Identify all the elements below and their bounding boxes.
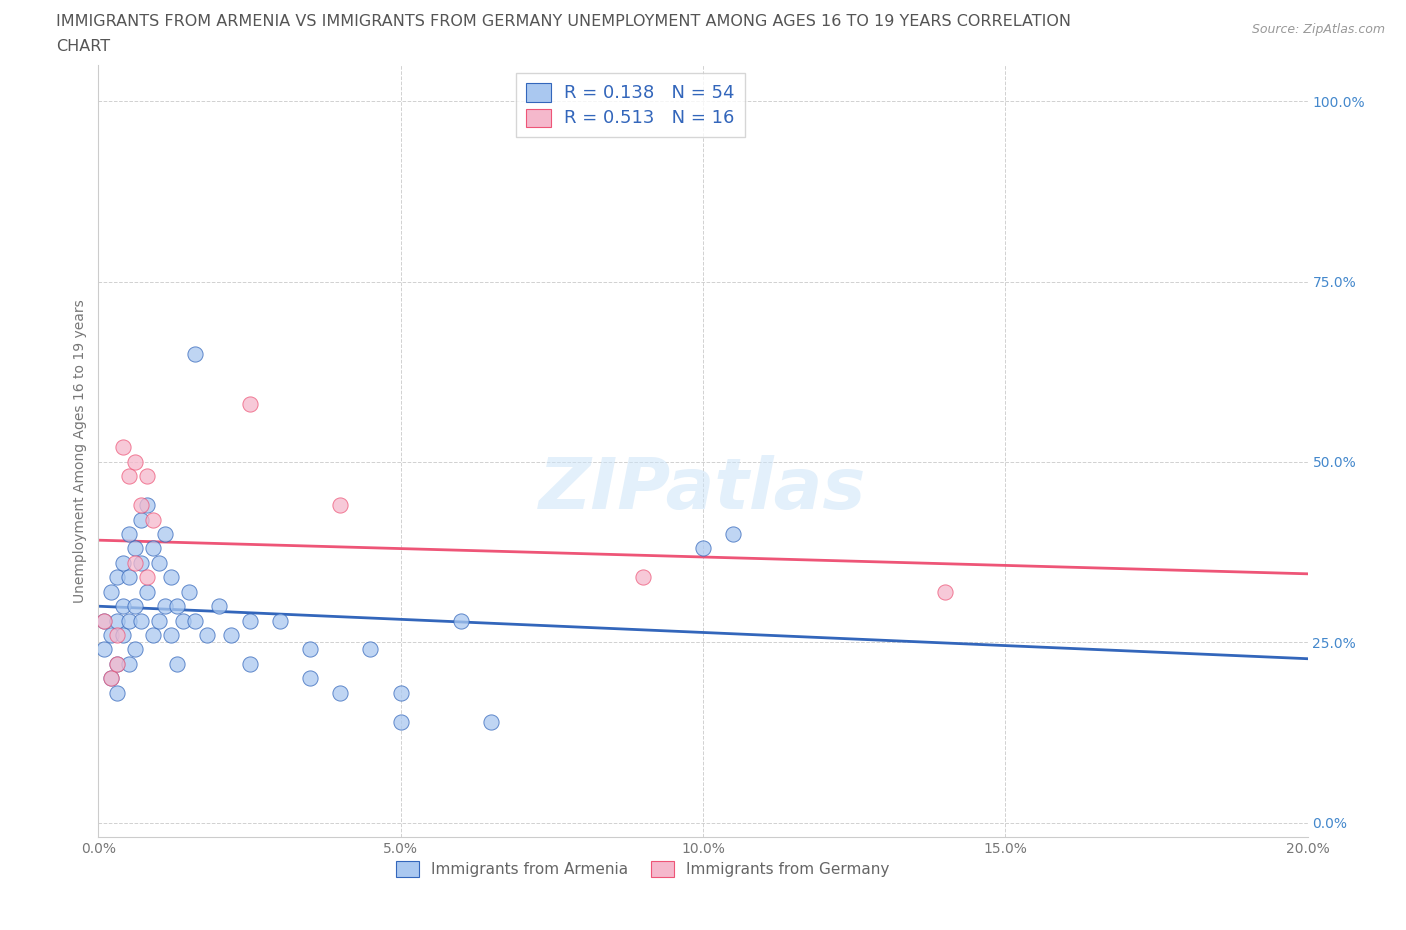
Point xyxy=(631,570,654,585)
Point xyxy=(129,512,152,527)
Point xyxy=(100,671,122,685)
Point xyxy=(105,570,128,585)
Point xyxy=(221,628,243,643)
Point xyxy=(142,512,165,527)
Point xyxy=(118,613,141,628)
Point xyxy=(100,671,122,685)
Point xyxy=(105,613,128,628)
Point xyxy=(100,584,122,599)
Point xyxy=(111,599,134,614)
Point xyxy=(100,628,122,643)
Point xyxy=(93,642,115,657)
Point xyxy=(93,613,115,628)
Point xyxy=(184,613,207,628)
Point xyxy=(124,642,146,657)
Text: Source: ZipAtlas.com: Source: ZipAtlas.com xyxy=(1251,23,1385,36)
Point xyxy=(124,455,146,470)
Text: IMMIGRANTS FROM ARMENIA VS IMMIGRANTS FROM GERMANY UNEMPLOYMENT AMONG AGES 16 TO: IMMIGRANTS FROM ARMENIA VS IMMIGRANTS FR… xyxy=(56,14,1071,29)
Point xyxy=(239,613,262,628)
Point xyxy=(934,584,956,599)
Point xyxy=(160,570,183,585)
Point xyxy=(142,541,165,556)
Point xyxy=(135,570,157,585)
Point xyxy=(450,613,472,628)
Point xyxy=(269,613,291,628)
Point xyxy=(184,346,207,361)
Point xyxy=(105,657,128,671)
Point xyxy=(124,555,146,570)
Point xyxy=(389,714,412,729)
Point xyxy=(135,469,157,484)
Text: ZIPatlas: ZIPatlas xyxy=(540,455,866,525)
Point xyxy=(124,599,146,614)
Point xyxy=(118,469,141,484)
Point xyxy=(166,657,188,671)
Point xyxy=(111,440,134,455)
Point xyxy=(329,685,352,700)
Point xyxy=(160,628,183,643)
Point xyxy=(148,613,170,628)
Point xyxy=(105,685,128,700)
Point xyxy=(148,555,170,570)
Point xyxy=(299,642,322,657)
Point xyxy=(299,671,322,685)
Point xyxy=(239,657,262,671)
Point xyxy=(208,599,231,614)
Point xyxy=(118,570,141,585)
Point xyxy=(360,642,382,657)
Point xyxy=(105,657,128,671)
Point xyxy=(142,628,165,643)
Point xyxy=(111,628,134,643)
Point xyxy=(481,714,503,729)
Point xyxy=(93,613,115,628)
Point xyxy=(135,498,157,512)
Point xyxy=(111,555,134,570)
Y-axis label: Unemployment Among Ages 16 to 19 years: Unemployment Among Ages 16 to 19 years xyxy=(73,299,87,603)
Point xyxy=(692,541,714,556)
Point xyxy=(129,613,152,628)
Point xyxy=(118,657,141,671)
Point xyxy=(118,526,141,541)
Point xyxy=(153,599,176,614)
Text: CHART: CHART xyxy=(56,39,110,54)
Point xyxy=(172,613,194,628)
Point xyxy=(153,526,176,541)
Point xyxy=(723,526,745,541)
Point xyxy=(389,685,412,700)
Point xyxy=(135,584,157,599)
Point xyxy=(105,628,128,643)
Point xyxy=(329,498,352,512)
Point xyxy=(129,498,152,512)
Point xyxy=(129,555,152,570)
Point xyxy=(239,397,262,412)
Point xyxy=(124,541,146,556)
Point xyxy=(179,584,201,599)
Point xyxy=(195,628,218,643)
Point xyxy=(166,599,188,614)
Legend: Immigrants from Armenia, Immigrants from Germany: Immigrants from Armenia, Immigrants from… xyxy=(389,856,896,884)
